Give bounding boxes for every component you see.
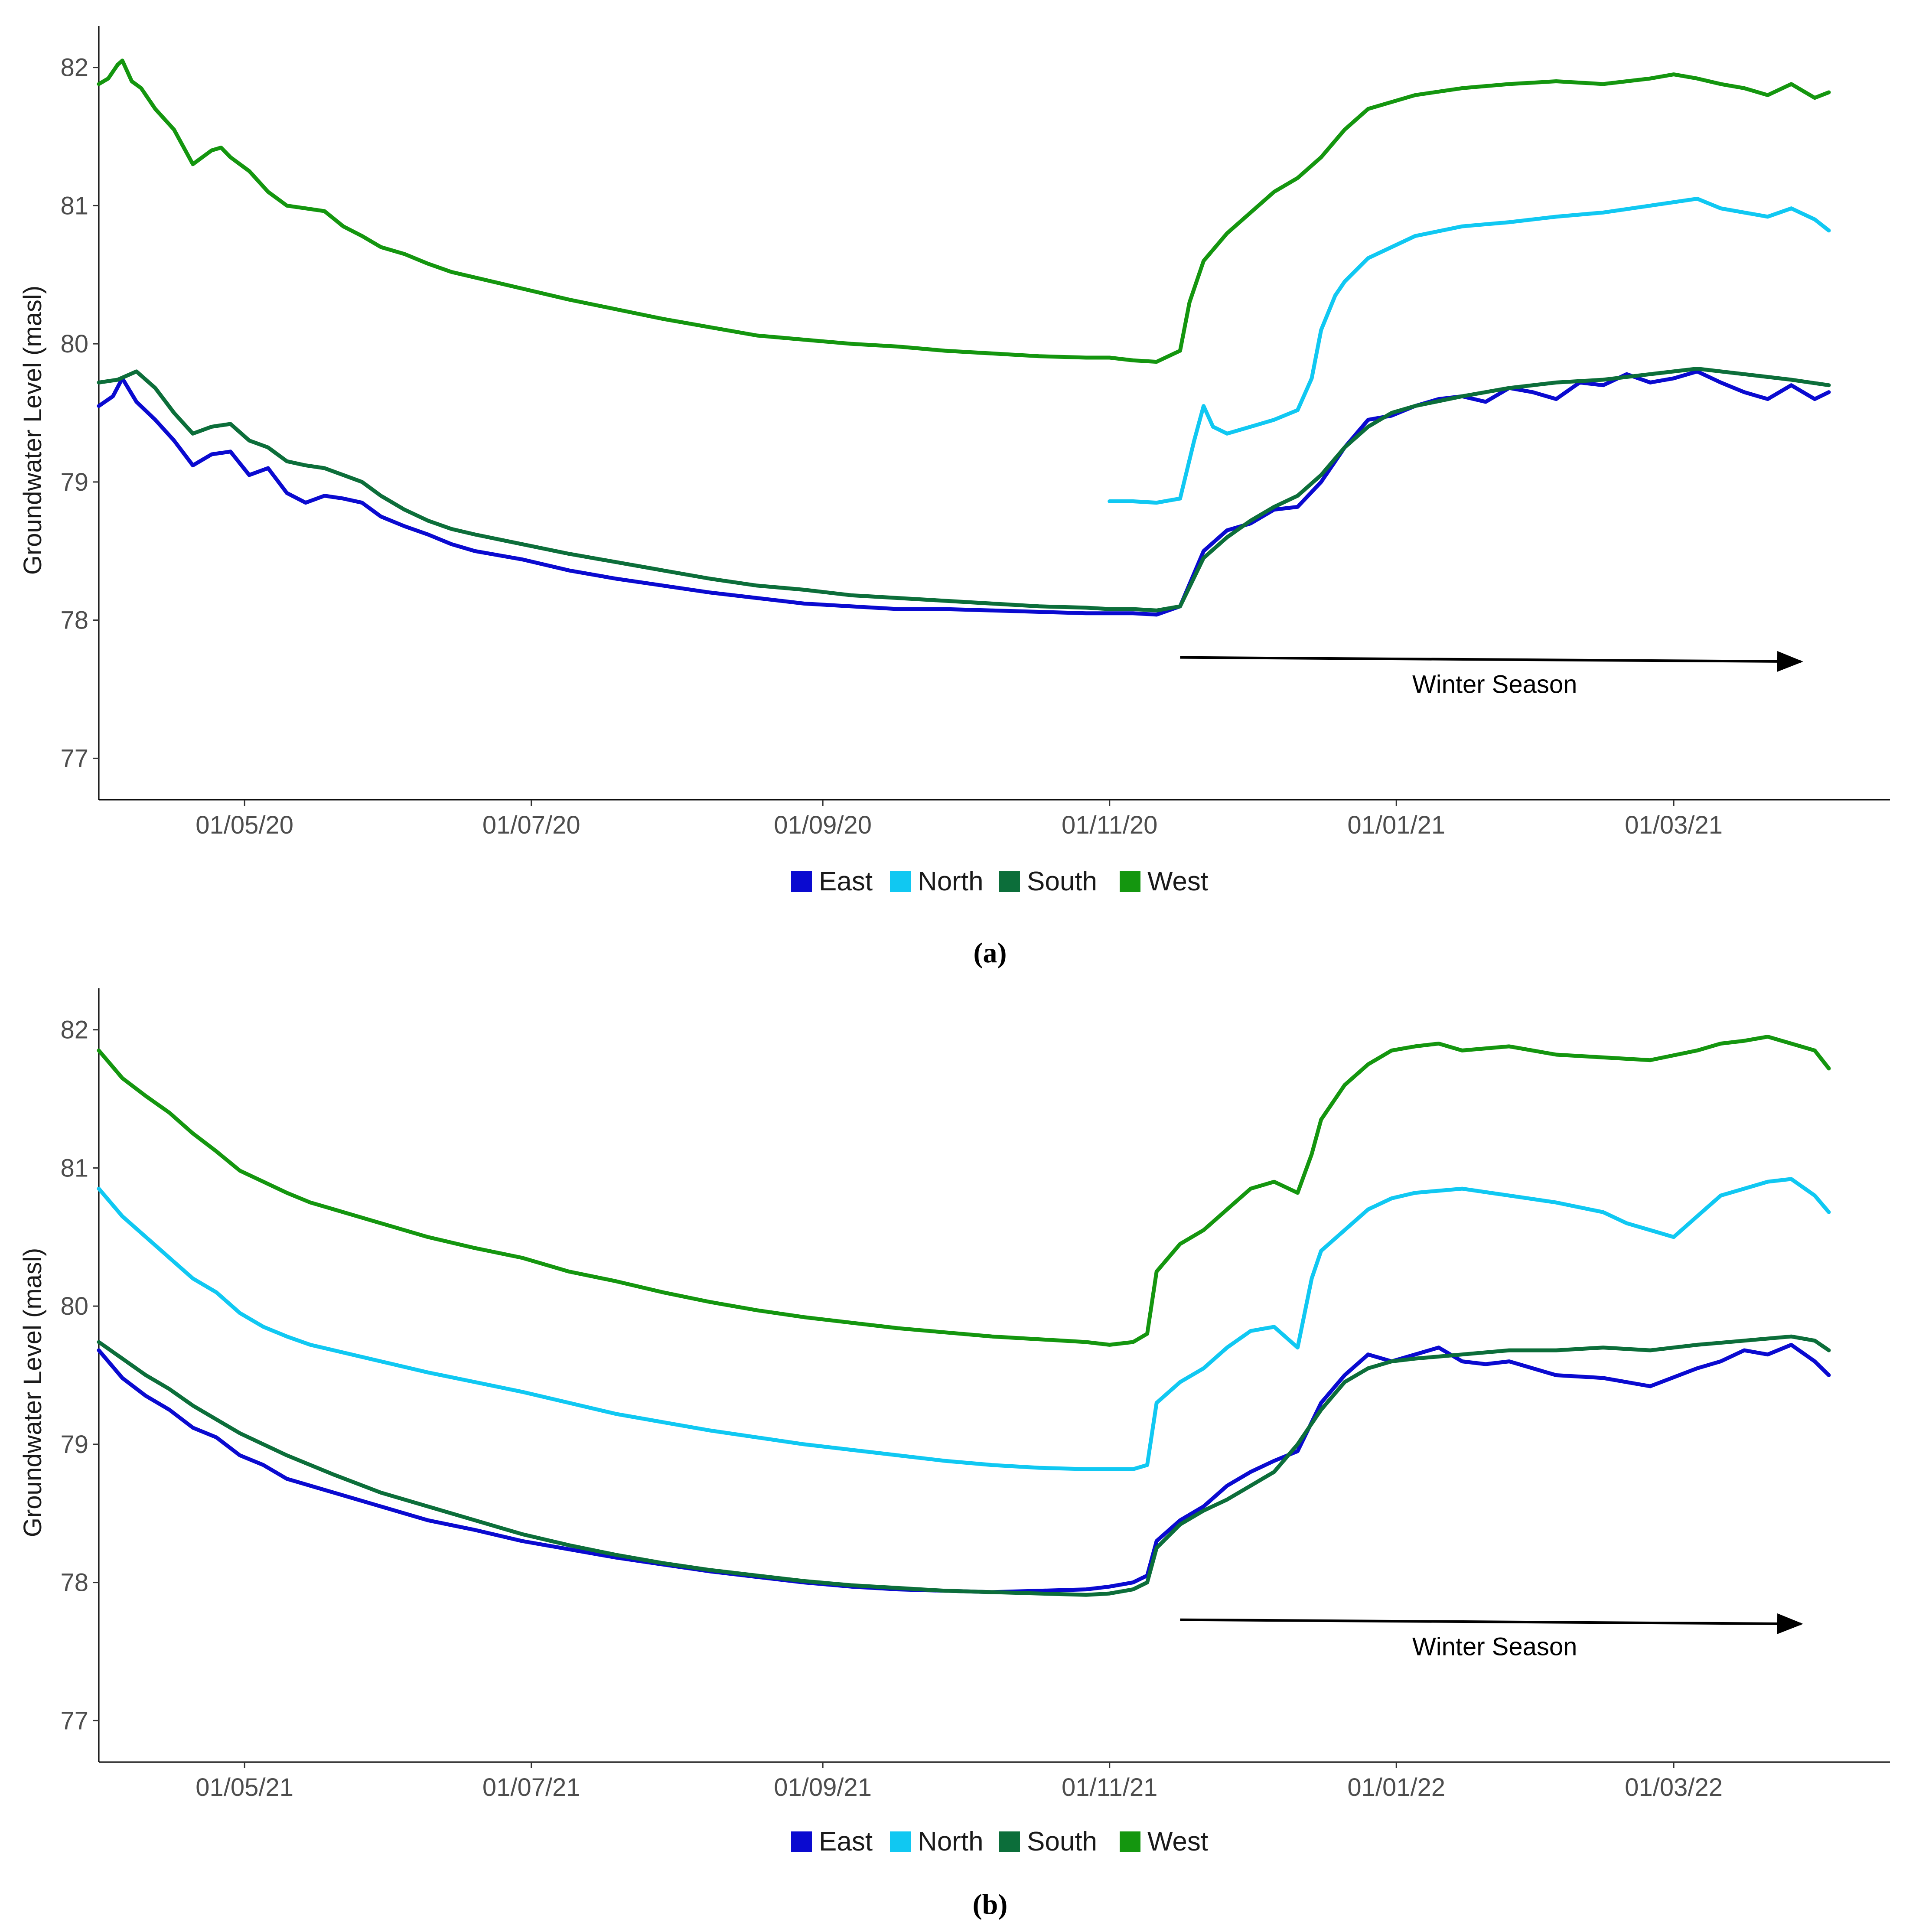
y-tick-label: 77 [60, 744, 88, 772]
y-tick-label: 80 [60, 1292, 88, 1320]
legend-swatch-north [890, 1831, 911, 1852]
legend-label-west: West [1147, 867, 1208, 896]
x-tick-label: 01/09/20 [774, 811, 872, 839]
legend-label-north: North [918, 867, 984, 896]
y-tick-label: 79 [60, 468, 88, 496]
figure: 77 78 79 80 81 82 01/05/20 01/07/20 01/09/20 01/1… [0, 0, 1906, 1932]
x-tick-label: 01/11/20 [1062, 811, 1157, 839]
y-tick-label: 80 [60, 330, 88, 358]
winter-season-label: Winter Season [1412, 670, 1577, 698]
x-tick-label: 01/07/20 [482, 811, 580, 839]
x-tick-label: 01/03/21 [1625, 811, 1723, 839]
series-line-west [99, 1037, 1829, 1345]
winter-season-arrow [1180, 1620, 1801, 1624]
legend-swatch-west [1120, 1831, 1140, 1852]
winter-season-arrow [1180, 658, 1801, 662]
legend-swatch-east [791, 1831, 812, 1852]
legend: East North South West [791, 867, 1208, 896]
y-tick-label: 79 [60, 1430, 88, 1459]
x-tick-label: 01/05/21 [195, 1773, 293, 1802]
legend-label-west: West [1147, 1827, 1208, 1857]
series-line-east [99, 1345, 1829, 1592]
y-axis-title: Groundwater Level (masl) [19, 286, 47, 575]
panel-label: (a) [974, 937, 1007, 969]
y-tick-label: 81 [60, 1154, 88, 1182]
legend-swatch-north [890, 871, 911, 892]
x-tick-label: 01/09/21 [774, 1773, 872, 1802]
y-tick-label: 78 [60, 606, 88, 635]
x-tick-label: 01/11/21 [1062, 1773, 1157, 1802]
y-tick-label: 77 [60, 1707, 88, 1735]
y-tick-label: 81 [60, 192, 88, 220]
panel-label: (b) [973, 1889, 1008, 1920]
legend-swatch-east [791, 871, 812, 892]
y-tick-label: 82 [60, 54, 88, 82]
winter-season-label: Winter Season [1412, 1632, 1577, 1661]
y-tick-label: 78 [60, 1569, 88, 1597]
legend-label-north: North [918, 1827, 984, 1857]
legend-swatch-south [999, 1831, 1020, 1852]
x-tick-label: 01/03/22 [1625, 1773, 1723, 1802]
series-line-north [99, 1179, 1829, 1469]
legend-label-east: East [819, 1827, 873, 1857]
legend-label-south: South [1027, 1827, 1097, 1857]
series-line-south [99, 369, 1829, 611]
series-line-east [99, 371, 1829, 615]
x-tick-label: 01/05/20 [195, 811, 293, 839]
chart-panel-1: 77 78 79 80 81 82 01/05/20 01/07/20 01/09/20 01/1… [19, 26, 1890, 969]
x-tick-label: 01/01/21 [1347, 811, 1445, 839]
legend: East North South West [791, 1827, 1208, 1857]
legend-label-south: South [1027, 867, 1097, 896]
chart-panel-2: 77 78 79 80 81 82 01/05/21 01/07/21 01/09/21 01/1… [19, 988, 1890, 1920]
y-tick-label: 82 [60, 1016, 88, 1044]
legend-swatch-west [1120, 871, 1140, 892]
legend-label-east: East [819, 867, 873, 896]
x-tick-label: 01/01/22 [1347, 1773, 1445, 1802]
x-tick-label: 01/07/21 [482, 1773, 580, 1802]
y-axis-title: Groundwater Level (masl) [19, 1248, 47, 1537]
series-line-west [99, 61, 1829, 362]
legend-swatch-south [999, 871, 1020, 892]
